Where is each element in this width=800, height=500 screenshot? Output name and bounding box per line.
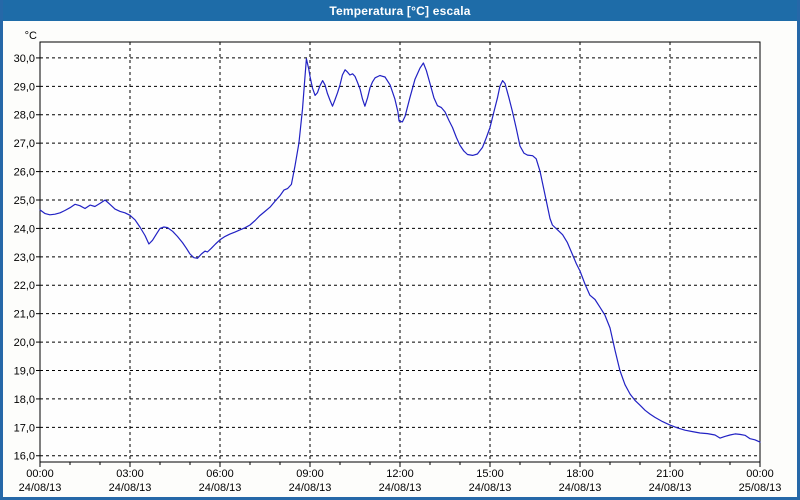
y-tick-label: 19,0 (14, 365, 35, 377)
temperature-line-chart: 30,0 29,0 28,0 27,0 26,0 25,0 24,0 23,0 22,0 21,0… (14, 30, 782, 494)
x-tick-date-label: 24/08/13 (469, 482, 512, 494)
x-tick-time-label: 12:00 (386, 468, 414, 480)
y-axis-unit-label: °C (25, 30, 37, 42)
y-tick-label: 18,0 (14, 394, 35, 406)
y-tick-label: 27,0 (14, 138, 35, 150)
x-tick-time-label: 06:00 (206, 468, 234, 480)
x-tick-time-label: 03:00 (116, 468, 144, 480)
title-bar: Temperatura [°C] escala (3, 0, 797, 21)
x-tick-date-label: 24/08/13 (19, 482, 62, 494)
y-tick-label: 17,0 (14, 422, 35, 434)
x-tick-date-label: 24/08/13 (109, 482, 152, 494)
x-tick-date-label: 24/08/13 (199, 482, 242, 494)
window-title: Temperatura [°C] escala (329, 3, 471, 18)
x-tick-time-label: 00:00 (26, 468, 54, 480)
x-tick-date-label: 24/08/13 (289, 482, 332, 494)
x-tick-time-label: 18:00 (566, 468, 594, 480)
y-tick-label: 22,0 (14, 280, 35, 292)
y-tick-label: 23,0 (14, 252, 35, 264)
y-tick-label: 29,0 (14, 81, 35, 93)
x-tick-date-label: 24/08/13 (649, 482, 692, 494)
y-tick-label: 24,0 (14, 223, 35, 235)
y-tick-label: 16,0 (14, 451, 35, 463)
y-tick-label: 28,0 (14, 110, 35, 122)
x-tick-date-label: 24/08/13 (559, 482, 602, 494)
x-tick-time-label: 09:00 (296, 468, 324, 480)
y-tick-label: 21,0 (14, 309, 35, 321)
temperature-series-line (39, 58, 761, 443)
y-tick-label: 20,0 (14, 337, 35, 349)
x-tick-time-label: 00:00 (746, 468, 774, 480)
y-tick-label: 25,0 (14, 195, 35, 207)
x-tick-time-label: 15:00 (476, 468, 504, 480)
x-tick-time-label: 21:00 (656, 468, 684, 480)
x-tick-date-label: 25/08/13 (739, 482, 782, 494)
y-tick-label: 30,0 (14, 53, 35, 65)
x-tick-date-label: 24/08/13 (379, 482, 422, 494)
y-tick-label: 26,0 (14, 167, 35, 179)
chart-area: 30,0 29,0 28,0 27,0 26,0 25,0 24,0 23,0 22,0 21,0… (3, 21, 797, 497)
